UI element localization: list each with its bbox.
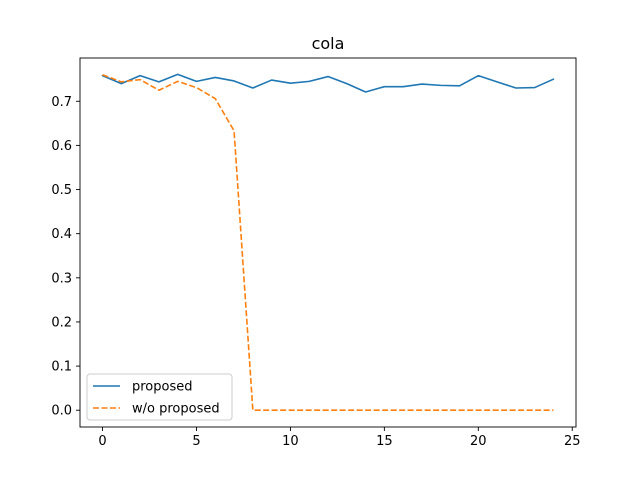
- series-layer: [101, 73, 555, 412]
- y-tick-label: 0.6: [51, 139, 72, 154]
- x-tick-label: 25: [564, 434, 581, 449]
- y-tick-label: 0.0: [51, 404, 72, 419]
- plot-frame: [79, 57, 577, 428]
- y-tick-label: 0.4: [51, 227, 72, 242]
- series-line-2: [102, 74, 554, 412]
- axes-layer: 0 5 10 15 20 25 0.0 0.1 0.2 0.3 0.4 0.5 0.6 0.7: [51, 57, 581, 449]
- legend-box: [86, 373, 233, 421]
- x-tick-label: 0: [98, 434, 106, 449]
- series-line-1: [101, 73, 555, 93]
- legend-label-2: w/o proposed: [132, 402, 220, 417]
- x-tick-label: 10: [282, 434, 299, 449]
- x-tick-label: 20: [470, 434, 487, 449]
- legend-label-1: proposed: [132, 380, 193, 395]
- y-tick-label: 0.3: [51, 271, 72, 286]
- x-tick-label: 5: [192, 434, 200, 449]
- legend: proposed w/o proposed: [86, 373, 233, 421]
- x-tick-label: 15: [376, 434, 393, 449]
- y-tick-label: 0.7: [51, 95, 72, 110]
- y-tick-label: 0.2: [51, 315, 72, 330]
- y-tick-label: 0.1: [51, 360, 72, 375]
- chart-title: cola: [312, 34, 345, 53]
- y-tick-label: 0.5: [51, 183, 72, 198]
